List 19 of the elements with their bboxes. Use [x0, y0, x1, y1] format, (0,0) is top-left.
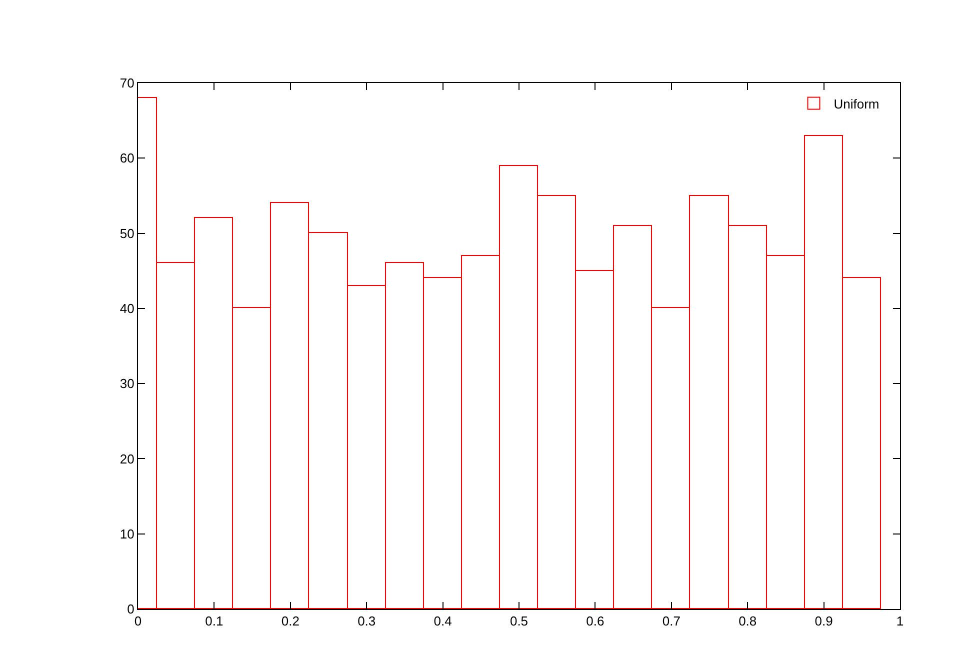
- x-tick-label: 0.3: [358, 614, 376, 629]
- x-tick-label: 0.8: [738, 614, 757, 629]
- y-tick-label: 20: [120, 451, 134, 466]
- y-tick-label: 0: [127, 602, 134, 617]
- legend-label: Uniform: [834, 96, 880, 112]
- y-tick-label: 50: [120, 226, 134, 241]
- y-tick-label: 60: [120, 150, 134, 166]
- x-tick-label: 0.2: [281, 614, 300, 629]
- y-tick-label: 10: [120, 526, 134, 542]
- y-tick-label: 30: [120, 376, 134, 392]
- x-tick-label: 0.5: [510, 614, 528, 629]
- x-tick-label: 1: [896, 614, 904, 629]
- y-tick-label: 70: [120, 76, 134, 91]
- y-tick-label: 40: [120, 300, 134, 316]
- x-tick-label: 0.1: [205, 614, 224, 629]
- x-tick-label: 0.6: [586, 614, 604, 629]
- x-tick-label: 0.4: [434, 614, 452, 629]
- x-tick-label: 0.9: [814, 614, 833, 629]
- x-tick-label: 0.7: [662, 614, 680, 629]
